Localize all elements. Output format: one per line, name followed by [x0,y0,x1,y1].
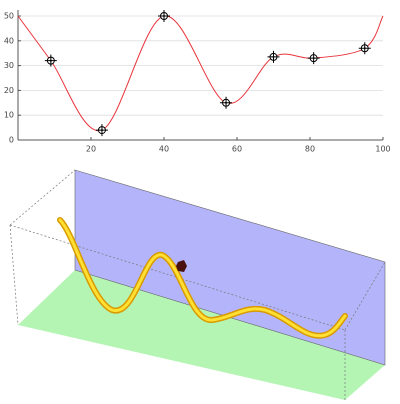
x-tick-label: 20 [86,145,96,154]
marker-dot [49,59,52,62]
y-tick-label: 40 [4,36,14,45]
x-tick-label: 100 [375,145,390,154]
control-point [95,124,108,137]
control-point [220,96,233,109]
x-tick-label: 80 [305,145,315,154]
y-tick-label: 0 [9,136,14,145]
control-point [44,54,57,67]
back-plane [74,169,386,366]
marker-dot [163,15,165,17]
control-point [307,52,320,65]
y-tick-label: 30 [4,61,14,70]
control-point [267,50,280,63]
control-point [358,42,371,55]
scene-3d [9,169,386,400]
cursor-point [176,260,187,272]
plot-2d: 0 10 20 30 40 50 20 40 60 80 100 [4,10,391,154]
y-tick-label: 50 [4,12,14,21]
control-point [158,10,170,22]
marker-dot [272,55,275,58]
x-tick-label: 60 [232,145,242,154]
x-tick-label: 40 [159,145,169,154]
marker-dot [312,57,315,60]
marker-dot [100,129,103,132]
y-tick-label: 10 [4,111,14,120]
marker-dot [225,101,228,104]
marker-dot [363,47,366,50]
tube [58,218,347,338]
curve [17,15,384,132]
y-tick-label: 20 [4,86,14,95]
bounding-box [9,169,386,400]
floor-plane [18,270,385,400]
